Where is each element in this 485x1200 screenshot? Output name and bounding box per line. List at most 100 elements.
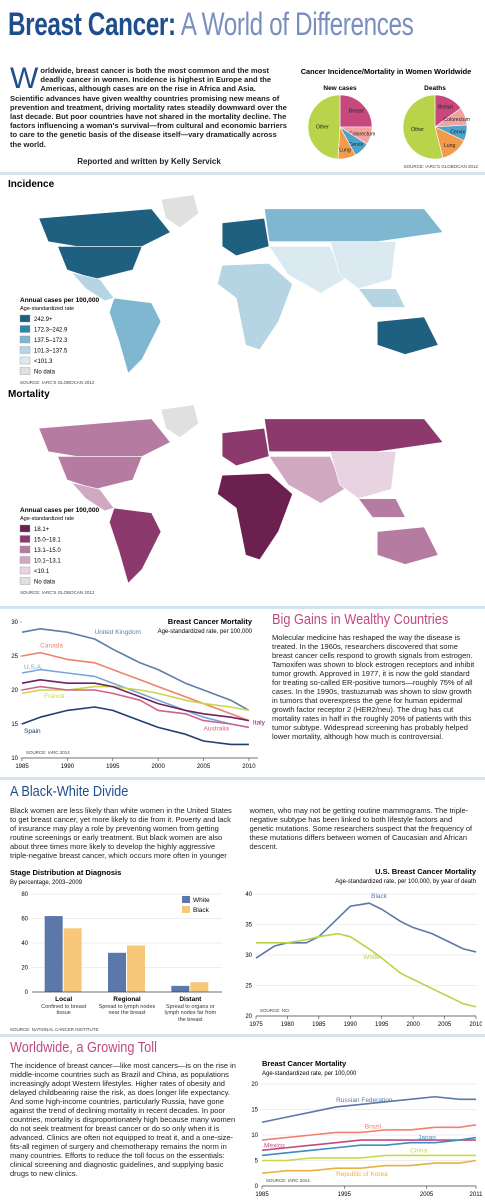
x-tick-label: 1985 <box>312 1022 326 1028</box>
legend-label: 10.1–13.1 <box>34 559 61 565</box>
y-tick-label: 30 <box>245 953 252 959</box>
map-regions <box>38 404 444 584</box>
series-line <box>21 628 250 712</box>
y-tick-label: 5 <box>255 1159 259 1165</box>
byline: Reported and written by Kelly Servick <box>77 157 221 166</box>
chart-title: U.S. Breast Cancer Mortality <box>375 867 477 876</box>
y-tick-label: 25 <box>11 654 18 660</box>
pie-panel: Cancer Incidence/Mortality in Women Worl… <box>301 67 479 169</box>
separator <box>0 1034 485 1037</box>
world-map: Incidence Annual cases per 100,000 Age-sta… <box>8 179 444 385</box>
country-region <box>376 316 439 355</box>
series-label: Australia <box>204 726 230 733</box>
source: SOURCE: NCI <box>260 1008 290 1013</box>
series-line <box>261 1139 476 1152</box>
legend-label: White <box>193 897 210 904</box>
separator <box>0 606 485 609</box>
country-region <box>329 451 397 500</box>
country-region <box>108 297 162 374</box>
legend-label: 15.0–18.1 <box>34 538 61 544</box>
pie-slice <box>339 94 373 128</box>
series-label: Republic of Korea <box>336 1171 388 1178</box>
country-region <box>329 241 397 290</box>
slice-label: Cervix <box>450 129 465 135</box>
slice-label: Colorectum <box>443 117 470 123</box>
country-region <box>221 427 270 467</box>
country-region <box>70 272 115 302</box>
map-regions <box>38 194 444 374</box>
slice-label: Cervix <box>348 142 363 148</box>
legend-label: Black <box>193 907 210 914</box>
country-region <box>217 472 293 561</box>
y-tick-label: 10 <box>251 1133 258 1139</box>
country-region <box>268 246 345 294</box>
chart-subtitle: Age-standardized rate, per 100,000, by y… <box>335 879 476 885</box>
section-text: Black women are less likely than white w… <box>10 806 473 860</box>
x-tick-label: 2000 <box>406 1022 420 1028</box>
legend-label: 13.1–15.0 <box>34 548 61 554</box>
series-line <box>261 1095 476 1124</box>
legend-title: Annual cases per 100,000 <box>20 507 100 514</box>
series-label: Italy <box>253 720 266 727</box>
source: SOURCE: NATIONAL CANCER INSTITUTE <box>10 1027 99 1032</box>
section-text: Molecular medicine has reshaped the way … <box>272 633 475 741</box>
legend-swatch <box>19 335 31 344</box>
source: SOURCE: IARC'S GLOBOCAN 2012 <box>404 164 479 169</box>
country-region <box>221 217 270 257</box>
country-region <box>38 418 171 457</box>
legend-swatch <box>19 535 31 543</box>
country-region <box>38 208 171 247</box>
x-tick-label: 1985 <box>255 1192 269 1198</box>
line-chart: 0 5 10 15 20 1985 1995 2005 2011 Russian Federati… <box>251 1059 482 1198</box>
series-label: Mexico <box>264 1142 285 1149</box>
legend-swatch <box>19 545 31 554</box>
section-text: The incidence of breast cancer—like most… <box>10 1061 236 1178</box>
slice-label: Lung <box>444 143 456 149</box>
section-heading: A Black-White Divide <box>10 783 129 800</box>
x-tick-label: 2010 <box>242 764 256 770</box>
series-line <box>21 685 250 712</box>
country-region <box>57 456 143 490</box>
legend-subtitle: Age-standardized rate <box>20 516 74 522</box>
y-tick-label: 0 <box>25 990 29 996</box>
y-tick-label: 25 <box>245 984 252 990</box>
category-note: Spread to lymph nodes near the breast <box>98 1004 156 1017</box>
series-label: Brazil <box>365 1123 382 1130</box>
x-tick-label: 2000 <box>151 764 165 770</box>
y-tick-label: 0 <box>255 1184 259 1190</box>
pie-title: Deaths <box>424 85 446 92</box>
source: SOURCE: IARC 2014 <box>266 1178 310 1183</box>
category-note: Confined to breast tissue <box>41 1004 87 1017</box>
series-line <box>262 1154 476 1162</box>
legend-swatch <box>19 356 31 365</box>
legend-label: 242.9+ <box>34 317 53 323</box>
series-label: U.S.A. <box>24 664 43 671</box>
chart-title: Breast Cancer Mortality <box>262 1059 347 1068</box>
slice-label: Other <box>411 127 424 133</box>
pie-title: New cases <box>323 85 357 92</box>
chart-subtitle: By percentage, 2003–2009 <box>10 880 83 886</box>
series-label: France <box>44 693 65 700</box>
title-sub: A World of Differences <box>180 6 414 42</box>
legend-swatch <box>19 314 31 323</box>
slice-label: Breast <box>349 109 365 115</box>
x-tick-label: Local <box>55 996 72 1003</box>
y-tick-label: 15 <box>251 1108 258 1114</box>
x-tick-label: 2005 <box>420 1192 434 1198</box>
x-tick-label: 1985 <box>15 764 29 770</box>
y-tick-label: 40 <box>245 892 252 898</box>
country-region <box>357 288 406 308</box>
section-heading: Worldwide, a Growing Toll <box>10 1039 157 1056</box>
title-main: Breast Cancer: <box>8 6 176 42</box>
source: SOURCE: IARC'S GLOBOCAN 2012 <box>20 380 95 385</box>
series-line <box>261 1159 477 1175</box>
y-tick-label: 30 <box>11 620 18 626</box>
legend-subtitle: Age-standardized rate <box>20 306 74 312</box>
line-chart: 10 15 20 25 30 1985 1990 1995 2000 2005 2010 United… <box>11 617 266 770</box>
legend-label: 137.5–172.3 <box>34 338 68 344</box>
country-region <box>57 246 143 280</box>
x-tick-label: Distant <box>179 996 202 1003</box>
y-tick-label: 15 <box>11 722 18 728</box>
country-region <box>357 498 406 518</box>
chart-subtitle: Age-standardized rate, per 100,000 <box>262 1071 357 1077</box>
